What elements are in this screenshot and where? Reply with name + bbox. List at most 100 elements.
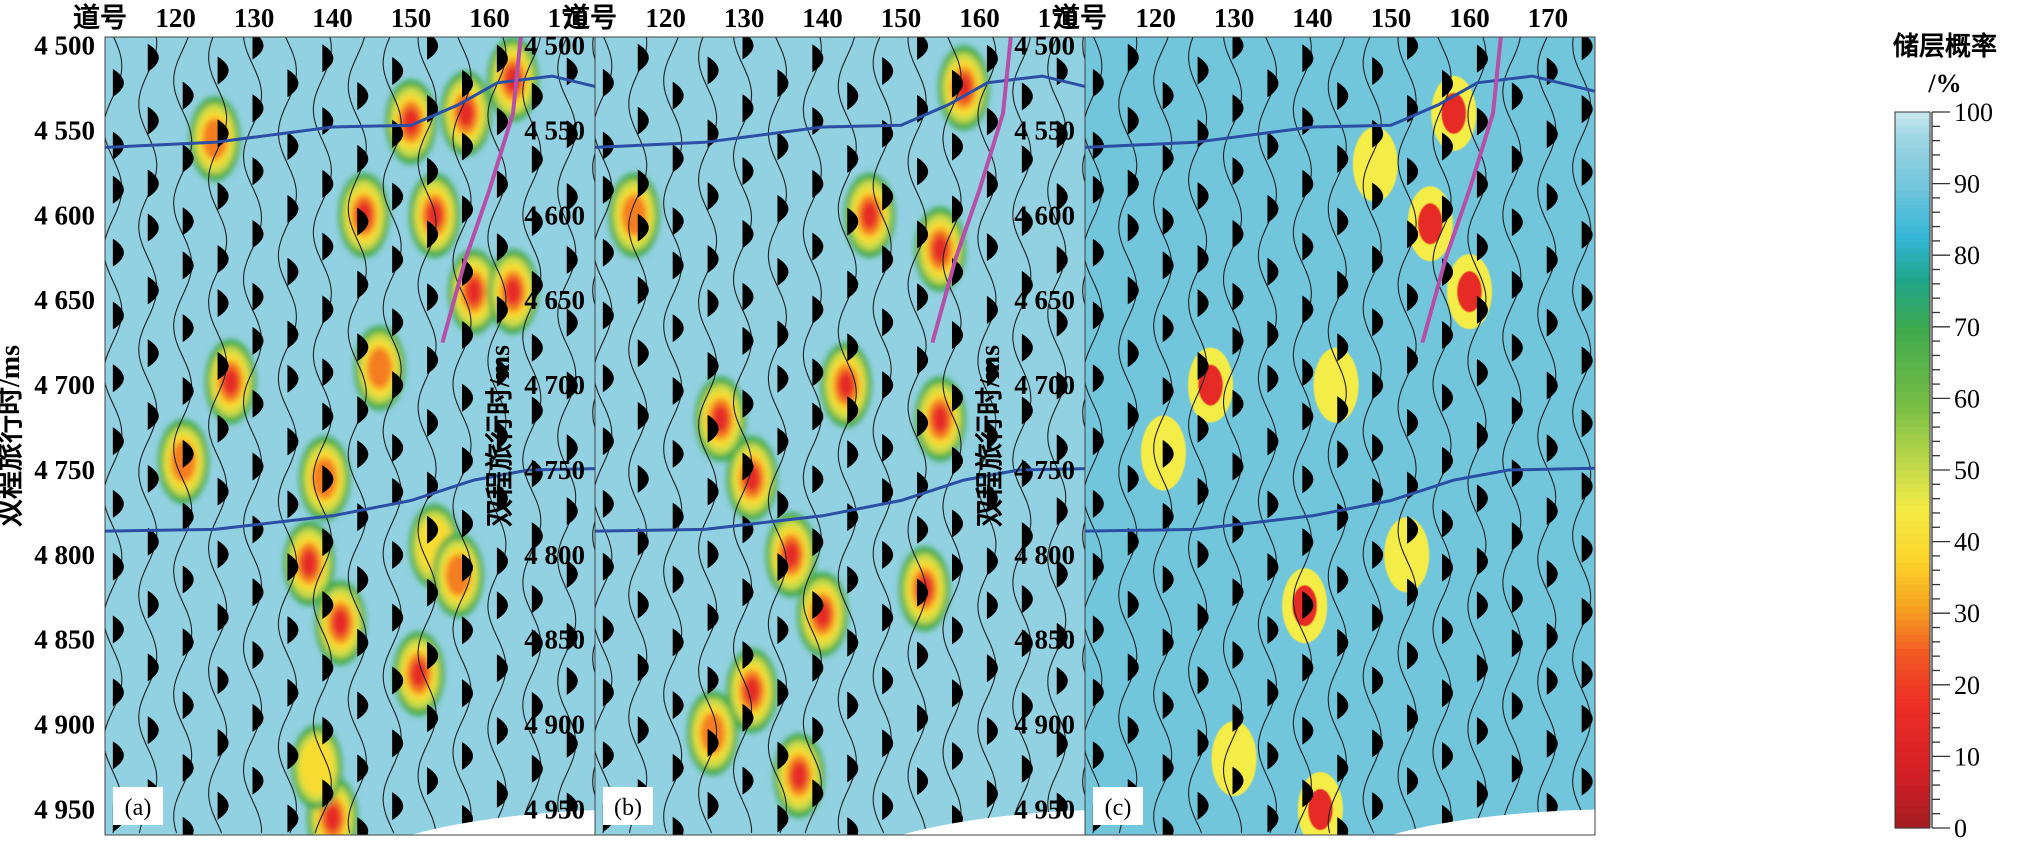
colorbar-title: 储层概率 — [1893, 31, 1997, 61]
y-tick-label: 4 900 — [1014, 710, 1075, 740]
y-tick-label: 4 800 — [524, 540, 585, 570]
plot-frame — [1084, 36, 1596, 836]
x-axis-title: 道号 — [73, 2, 127, 33]
x-axis-title: 道号 — [1053, 2, 1107, 33]
x-tick-label: 130 — [1214, 3, 1255, 33]
panel-label: (a) — [113, 787, 163, 825]
low-probability-zone — [726, 435, 778, 521]
y-tick-label: 4 700 — [524, 370, 585, 400]
well-trajectory — [1420, 37, 1503, 344]
y-axis-title: 双程旅行时/ms — [0, 345, 26, 527]
colorbar-tick-label: 90 — [1954, 170, 1980, 199]
low-probability-zone — [1313, 347, 1359, 423]
low-probability-zone — [938, 45, 990, 131]
y-tick-label: 4 550 — [524, 115, 585, 145]
y-tick-label: 4 800 — [1014, 540, 1075, 570]
low-probability-zone — [608, 172, 660, 258]
seismic-traces — [1085, 37, 1593, 835]
well-trajectory — [440, 37, 523, 344]
well-trajectory — [930, 37, 1013, 344]
seismic-traces — [105, 37, 613, 835]
y-tick-label: 4 550 — [1014, 115, 1075, 145]
low-probability-zone — [432, 532, 484, 618]
y-tick-label: 4 850 — [1014, 625, 1075, 655]
colorbar-tick-label: 60 — [1954, 384, 1980, 413]
null-data-zone — [901, 809, 1105, 835]
y-tick-label: 4 700 — [1014, 370, 1075, 400]
null-data-zone — [1391, 809, 1595, 835]
y-tick-label: 4 600 — [34, 200, 95, 230]
horizon-line-2 — [1085, 466, 1595, 533]
low-probability-zone — [914, 206, 966, 292]
colorbar-tick-label: 70 — [1954, 313, 1980, 342]
colorbar-tick-label: 10 — [1954, 742, 1980, 771]
colorbar-tick-label: 20 — [1954, 671, 1980, 700]
x-tick-label: 150 — [881, 3, 922, 33]
low-probability-zone — [1352, 126, 1398, 202]
low-probability-zone — [409, 172, 461, 258]
svg-text:(a): (a) — [125, 795, 152, 821]
low-probability-zone — [820, 342, 872, 428]
horizon-line-2 — [595, 466, 1105, 533]
x-tick-label: 150 — [391, 3, 432, 33]
colorbar-unit: /% — [1927, 69, 1961, 98]
horizon-line-1 — [1085, 74, 1595, 149]
y-tick-label: 4 500 — [34, 30, 95, 60]
y-tick-label: 4 700 — [34, 370, 95, 400]
x-tick-label: 160 — [1449, 3, 1490, 33]
low-probability-zone — [1211, 721, 1257, 797]
y-tick-label: 4 650 — [1014, 285, 1075, 315]
horizon-line-1 — [105, 74, 615, 149]
x-tick-label: 130 — [234, 3, 275, 33]
colorbar-tick-label: 30 — [1954, 599, 1980, 628]
horizon-line-1 — [595, 74, 1105, 149]
y-tick-label: 4 550 — [34, 115, 95, 145]
y-tick-label: 4 600 — [1014, 200, 1075, 230]
y-tick-label: 4 950 — [524, 795, 585, 825]
y-axis-title: 双程旅行时/ms — [973, 345, 1006, 527]
x-tick-label: 160 — [469, 3, 510, 33]
x-tick-label: 170 — [548, 3, 589, 33]
low-probability-zone — [844, 172, 896, 258]
y-tick-label: 4 950 — [34, 795, 95, 825]
x-tick-label: 140 — [802, 3, 843, 33]
y-tick-label: 4 650 — [34, 285, 95, 315]
x-tick-label: 160 — [959, 3, 1000, 33]
colorbar-tick-label: 50 — [1954, 456, 1980, 485]
null-data-zone — [411, 809, 615, 835]
low-probability-zone — [1407, 186, 1453, 262]
x-tick-label: 120 — [155, 3, 196, 33]
low-probability-zone — [914, 376, 966, 462]
low-probability-zone — [797, 571, 849, 657]
colorbar-tick-label: 100 — [1954, 98, 1993, 127]
low-probability-zone — [385, 79, 437, 165]
colorbar-tick-label: 0 — [1954, 814, 1967, 843]
y-tick-label: 4 500 — [524, 30, 585, 60]
y-tick-label: 4 500 — [1014, 30, 1075, 60]
y-axis-title: 双程旅行时/ms — [483, 345, 516, 527]
x-tick-label: 170 — [1038, 3, 1079, 33]
svg-text:(b): (b) — [614, 795, 642, 821]
y-tick-label: 4 750 — [34, 455, 95, 485]
y-tick-label: 4 650 — [524, 285, 585, 315]
low-probability-zone — [1384, 517, 1430, 593]
low-probability-zone — [291, 724, 343, 810]
y-tick-label: 4 800 — [34, 540, 95, 570]
y-tick-label: 4 850 — [34, 625, 95, 655]
x-tick-label: 150 — [1371, 3, 1412, 33]
y-tick-label: 4 750 — [524, 455, 585, 485]
x-tick-label: 140 — [312, 3, 353, 33]
horizon-line-2 — [105, 466, 615, 533]
y-tick-label: 4 600 — [524, 200, 585, 230]
y-tick-label: 4 900 — [34, 710, 95, 740]
colorbar-tick-label: 40 — [1954, 528, 1980, 557]
x-tick-label: 170 — [1528, 3, 1569, 33]
low-probability-zone — [283, 520, 335, 606]
panel-label: (b) — [603, 787, 653, 825]
